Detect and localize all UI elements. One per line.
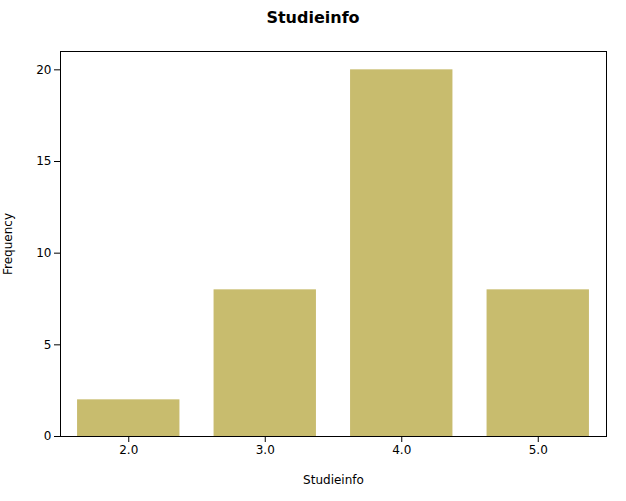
svg-text:5.0: 5.0 (529, 443, 548, 457)
svg-text:5: 5 (44, 338, 52, 352)
svg-text:15: 15 (36, 154, 51, 168)
svg-text:4.0: 4.0 (392, 443, 411, 457)
svg-text:Studieinfo: Studieinfo (303, 473, 364, 487)
svg-text:3.0: 3.0 (256, 443, 275, 457)
svg-text:0: 0 (44, 429, 52, 443)
svg-text:2.0: 2.0 (119, 443, 138, 457)
svg-text:10: 10 (36, 246, 51, 260)
svg-text:Frequency: Frequency (1, 213, 15, 275)
svg-text:20: 20 (36, 63, 51, 77)
html-text:Studieinfo: Studieinfo (266, 8, 360, 27)
